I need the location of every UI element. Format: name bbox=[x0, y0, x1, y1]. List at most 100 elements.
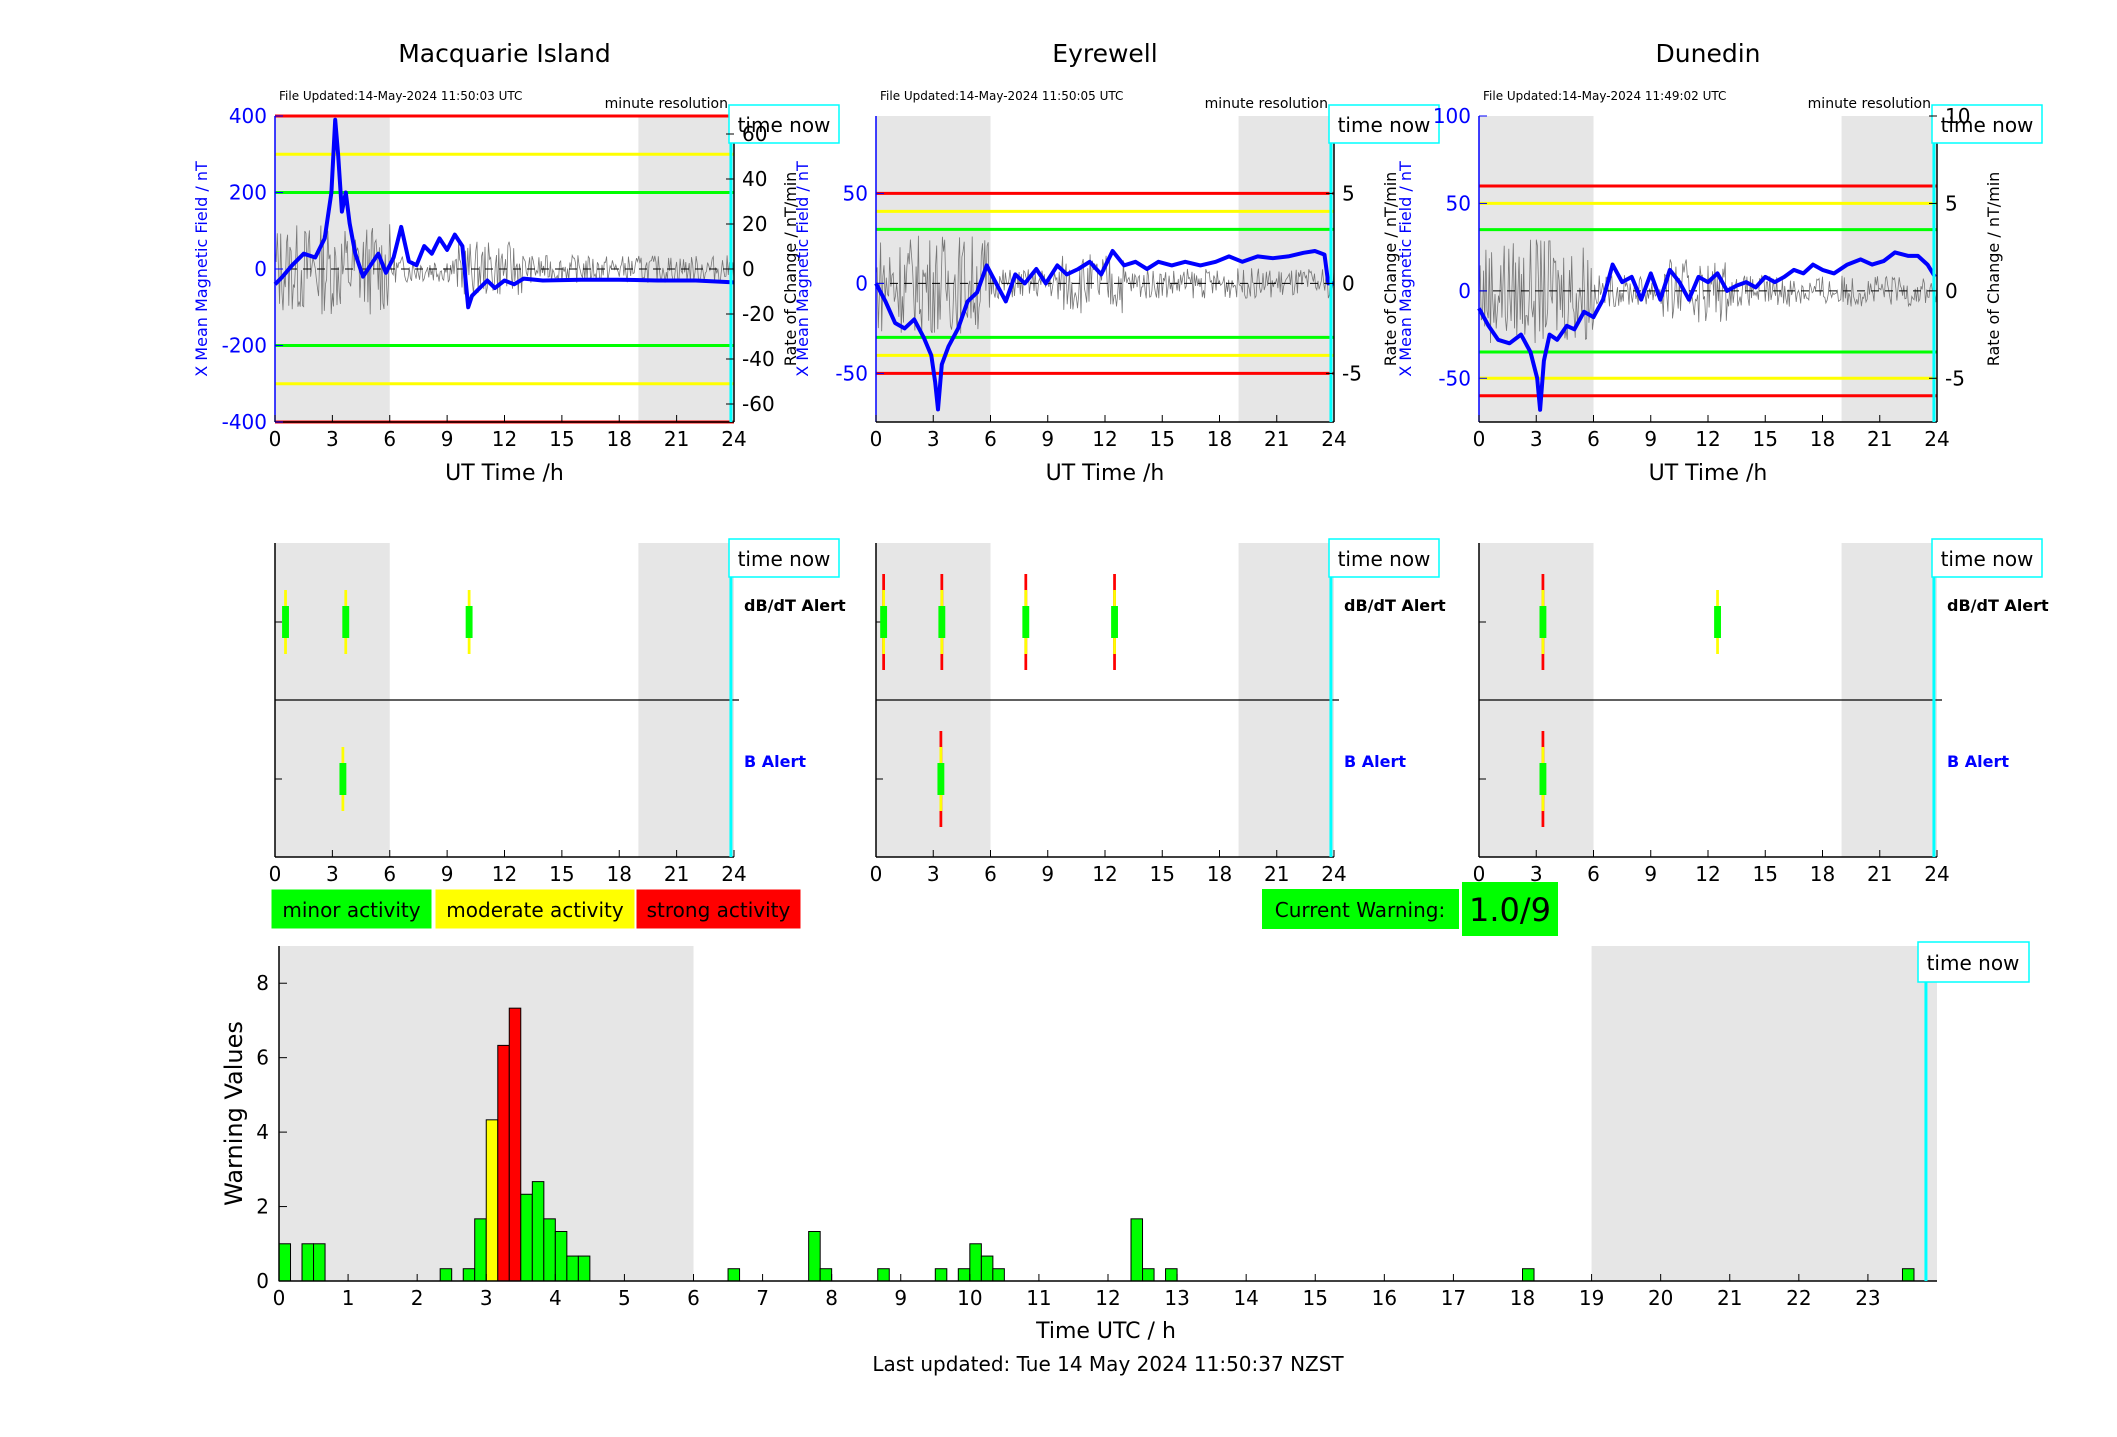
x-tick-label: 24 bbox=[1321, 862, 1346, 886]
time-now-label: time now bbox=[1941, 547, 2034, 571]
x-tick-label: 3 bbox=[480, 1286, 493, 1310]
b-alert-label: B Alert bbox=[1947, 752, 2009, 771]
left-tick-label: 0 bbox=[1458, 279, 1471, 303]
rate-of-change-trace bbox=[1478, 239, 1938, 344]
x-tick-label: 0 bbox=[269, 427, 282, 451]
current-warning-value: 1.0/9 bbox=[1469, 891, 1551, 929]
x-tick-label: 18 bbox=[1810, 862, 1835, 886]
x-tick-label: 21 bbox=[1264, 427, 1289, 451]
x-tick-label: 3 bbox=[927, 427, 940, 451]
x-tick-label: 18 bbox=[607, 427, 632, 451]
warning-bar bbox=[877, 1268, 890, 1282]
x-tick-label: 0 bbox=[269, 862, 282, 886]
x-tick-label: 24 bbox=[1924, 862, 1949, 886]
right-tick-label: 40 bbox=[742, 167, 767, 191]
warning-bar bbox=[980, 1255, 994, 1282]
warning-bar bbox=[485, 1119, 499, 1282]
right-tick-label: -20 bbox=[742, 302, 775, 326]
current-warning-value-box bbox=[1462, 882, 1558, 936]
y-tick-label: 0 bbox=[256, 1269, 269, 1293]
dbdt-alert-label: dB/dT Alert bbox=[744, 596, 846, 615]
minor-alert-mark bbox=[1539, 606, 1547, 638]
x-tick-label: 21 bbox=[1867, 862, 1892, 886]
warning-bar bbox=[1130, 1218, 1144, 1282]
x-tick-label: 20 bbox=[1648, 1286, 1673, 1310]
minor-alert-mark bbox=[938, 606, 946, 638]
x-tick-label: 24 bbox=[721, 427, 746, 451]
x-axis-label: UT Time /h bbox=[1046, 461, 1165, 486]
activity-legend: minor activity moderate activity strong ac… bbox=[270, 888, 802, 930]
time-now-box bbox=[1931, 104, 2043, 144]
x-tick-label: 12 bbox=[1695, 427, 1720, 451]
minor-alert-mark bbox=[342, 606, 350, 638]
x-axis-label: UT Time /h bbox=[445, 461, 564, 486]
x-tick-label: 2 bbox=[411, 1286, 424, 1310]
x-axis-label: Time UTC / h bbox=[1035, 1319, 1176, 1344]
right-tick-label: 0 bbox=[742, 257, 755, 281]
moderate-legend-label: moderate activity bbox=[446, 898, 624, 922]
x-tick-label: 6 bbox=[984, 862, 997, 886]
x-tick-label: 24 bbox=[1924, 427, 1949, 451]
time-now-label: time now bbox=[738, 113, 831, 137]
dbdt-alert-label: dB/dT Alert bbox=[1947, 596, 2049, 615]
y-tick-label: 6 bbox=[256, 1046, 269, 1070]
y-tick-label: 8 bbox=[256, 971, 269, 995]
station-panel-1: Eyrewell File Updated:14-May-2024 11:50:0… bbox=[793, 39, 1446, 886]
last-updated-footer: Last updated: Tue 14 May 2024 11:50:37 N… bbox=[872, 1352, 1344, 1376]
time-now-label: time now bbox=[1338, 113, 1431, 137]
b-alert-label: B Alert bbox=[744, 752, 806, 771]
x-tick-label: 8 bbox=[825, 1286, 838, 1310]
x-tick-label: 15 bbox=[1753, 427, 1778, 451]
right-tick-label: 5 bbox=[1945, 191, 1958, 215]
x-tick-label: 3 bbox=[326, 862, 339, 886]
x-tick-label: 9 bbox=[1041, 427, 1054, 451]
x-tick-label: 6 bbox=[1587, 427, 1600, 451]
left-tick-label: 50 bbox=[843, 181, 868, 205]
x-tick-label: 3 bbox=[326, 427, 339, 451]
x-tick-label: 12 bbox=[1095, 1286, 1120, 1310]
y-axis-label: Warning Values bbox=[220, 1021, 248, 1206]
minor-alert-mark bbox=[1539, 763, 1547, 795]
x-tick-label: 15 bbox=[1150, 427, 1175, 451]
x-tick-label: 12 bbox=[1092, 427, 1117, 451]
warning-bar bbox=[819, 1268, 833, 1282]
x-tick-label: 9 bbox=[1644, 427, 1657, 451]
minor-alert-mark bbox=[282, 606, 289, 638]
right-tick-label: 60 bbox=[742, 122, 767, 146]
left-tick-label: -50 bbox=[835, 361, 868, 385]
warning-bar bbox=[577, 1255, 591, 1282]
time-now-label: time now bbox=[738, 547, 831, 571]
right-tick-label: 10 bbox=[1945, 104, 1970, 128]
file-updated-label: File Updated:14-May-2024 11:50:05 UTC bbox=[880, 89, 1123, 103]
x-tick-label: 12 bbox=[1092, 862, 1117, 886]
x-tick-label: 15 bbox=[1753, 862, 1778, 886]
x-tick-label: 15 bbox=[549, 427, 574, 451]
x-tick-label: 24 bbox=[721, 862, 746, 886]
left-tick-label: -400 bbox=[222, 410, 267, 434]
minor-alert-mark bbox=[880, 606, 888, 638]
left-tick-label: -50 bbox=[1438, 366, 1471, 390]
x-tick-label: 5 bbox=[618, 1286, 631, 1310]
x-tick-label: 0 bbox=[1473, 862, 1486, 886]
x-tick-label: 9 bbox=[1644, 862, 1657, 886]
time-now-box bbox=[1931, 538, 2043, 578]
x-tick-label: 3 bbox=[1530, 862, 1543, 886]
resolution-label: minute resolution bbox=[605, 96, 728, 112]
right-axis-label: Rate of Change / nT/min bbox=[1984, 172, 2003, 367]
time-now-label: time now bbox=[1941, 113, 2034, 137]
right-tick-label: -5 bbox=[1945, 366, 1965, 390]
right-tick-label: 5 bbox=[1342, 181, 1355, 205]
warning-bar bbox=[957, 1268, 971, 1282]
left-tick-label: 400 bbox=[229, 104, 267, 128]
moderate-legend-swatch bbox=[434, 888, 636, 930]
mean-field-trace bbox=[874, 249, 1334, 412]
minor-alert-mark bbox=[1714, 606, 1721, 638]
warning-bar bbox=[1165, 1268, 1178, 1282]
file-updated-label: File Updated:14-May-2024 11:49:02 UTC bbox=[1483, 89, 1726, 103]
x-tick-label: 7 bbox=[756, 1286, 769, 1310]
x-tick-label: 11 bbox=[1026, 1286, 1051, 1310]
left-axis-label: X Mean Magnetic Field / nT bbox=[1396, 161, 1415, 377]
warning-bar bbox=[554, 1230, 568, 1282]
warning-bar bbox=[439, 1268, 453, 1282]
